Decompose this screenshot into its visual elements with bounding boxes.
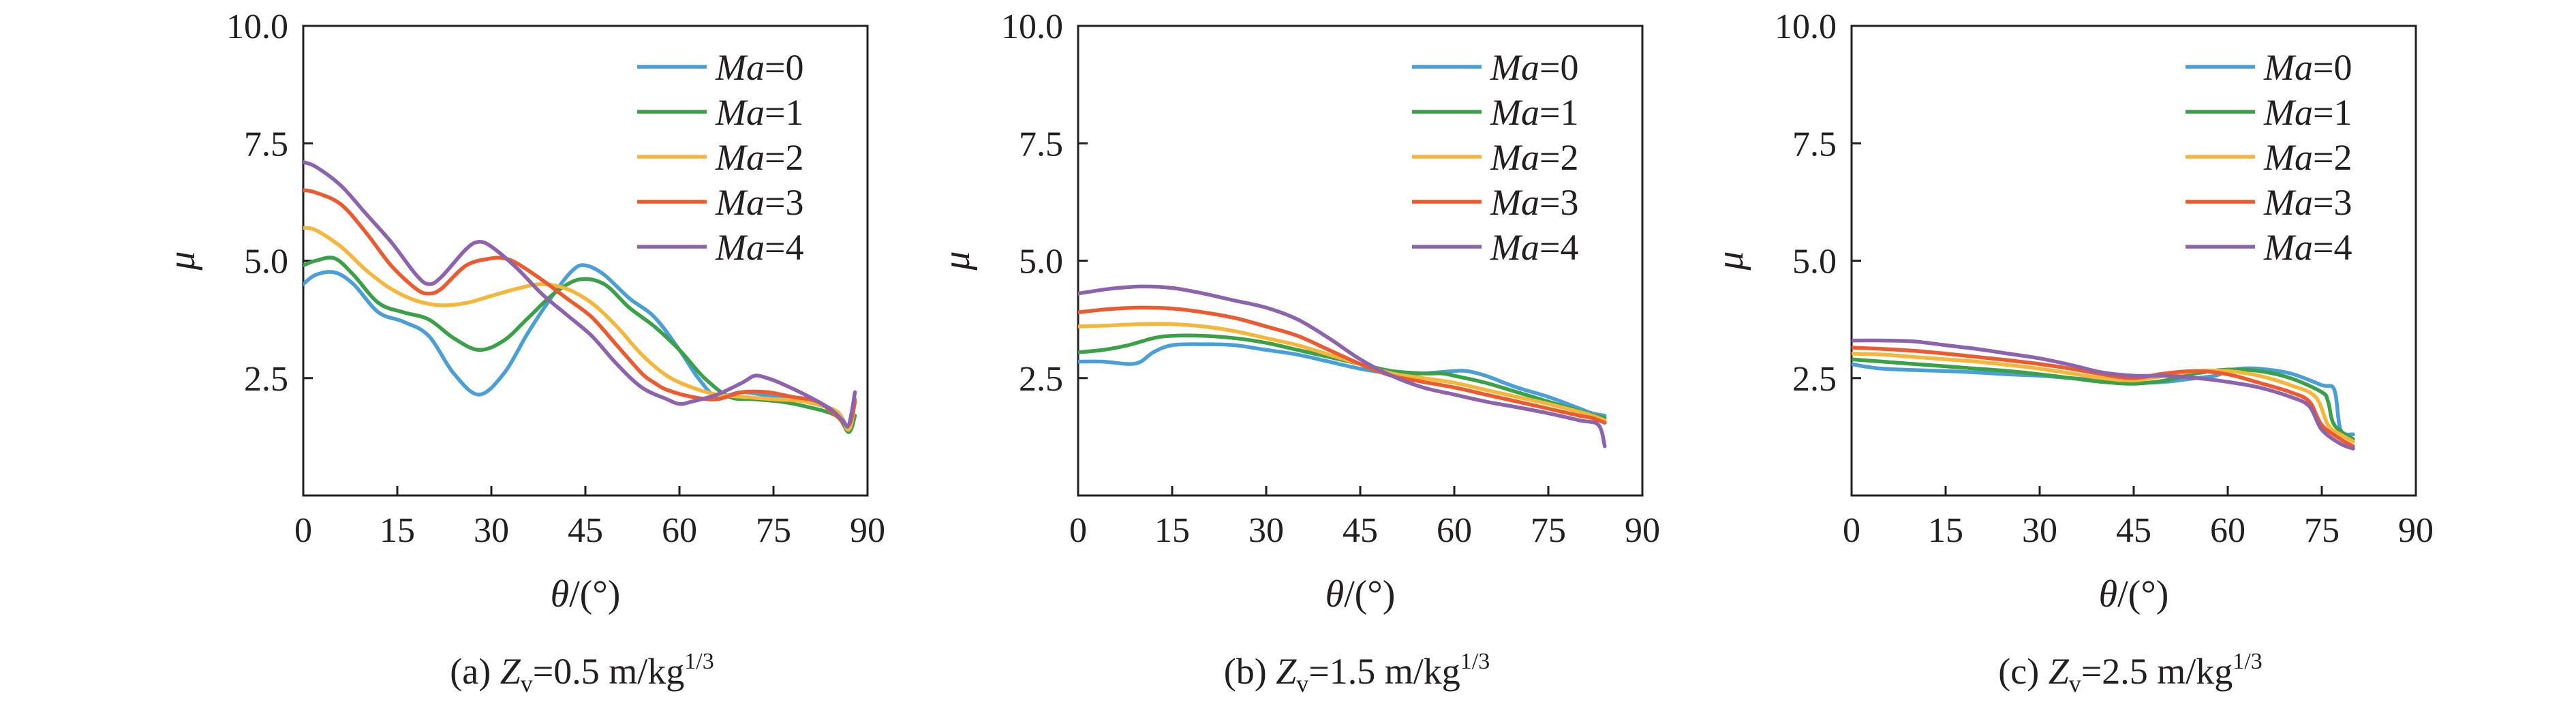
chart-panel-3: 0 15 30 45 60 75 90 2.5 5.0 7.5 10.0 θ/(°) μ Ma=0Ma=1… <box>1709 7 2434 697</box>
x-tick-label: 75 <box>2304 511 2340 550</box>
x-tick-label: 75 <box>1531 511 1566 550</box>
y-tick-label: 10.0 <box>1001 7 1063 46</box>
series-line-ma0 <box>1078 342 1607 418</box>
x-tick-label: 0 <box>1069 511 1087 550</box>
legend-entry: Ma=1 <box>715 92 803 133</box>
y-tick-label: 2.5 <box>244 360 288 399</box>
legend-entry: Ma=4 <box>2263 227 2352 268</box>
panel-caption: (c) Zv=2.5 m/kg1/3 <box>1998 649 2262 697</box>
series-group <box>303 160 857 434</box>
x-axis-label: θ/(°) <box>2099 573 2169 615</box>
x-axis-label: θ/(°) <box>551 573 621 615</box>
x-tick-label: 90 <box>1625 511 1660 550</box>
y-tick-label: 7.5 <box>1019 125 1063 164</box>
series-line-ma3 <box>303 188 857 427</box>
x-tick-label: 45 <box>2116 511 2151 550</box>
x-tick-label: 30 <box>474 511 509 550</box>
y-axis-label: μ <box>1709 251 1751 271</box>
y-axis-label: μ <box>161 251 203 271</box>
y-tick-label: 2.5 <box>1792 360 1837 399</box>
legend-entry: Ma=3 <box>715 182 803 223</box>
series-line-ma4 <box>1078 284 1607 448</box>
series-line-ma3 <box>1078 305 1607 425</box>
legend-entry: Ma=0 <box>1490 47 1578 88</box>
y-tick-label: 5.0 <box>1792 243 1837 281</box>
legend-entry: Ma=3 <box>2263 182 2352 223</box>
y-tick-label: 7.5 <box>244 125 288 164</box>
x-tick-label: 60 <box>2210 511 2245 550</box>
legend-entry: Ma=4 <box>1490 227 1578 268</box>
legend-entry: Ma=0 <box>2263 47 2352 88</box>
legend-entry: Ma=1 <box>2263 92 2352 133</box>
series-line-ma0 <box>303 263 857 429</box>
y-tick-label: 2.5 <box>1019 360 1063 399</box>
series-line-ma3 <box>1852 346 2355 448</box>
series-line-ma4 <box>303 160 857 429</box>
x-tick-label: 60 <box>1437 511 1472 550</box>
x-tick-label: 90 <box>850 511 885 550</box>
legend: Ma=0Ma=1Ma=2Ma=3Ma=4 <box>637 47 803 268</box>
panel-caption: (b) Zv=1.5 m/kg1/3 <box>1224 649 1490 697</box>
legend-entry: Ma=0 <box>715 47 803 88</box>
y-tick-label: 10.0 <box>1775 7 1837 46</box>
series-group <box>1852 338 2355 451</box>
x-tick-label: 75 <box>756 511 791 550</box>
x-tick-label: 0 <box>1843 511 1860 550</box>
x-axis-label: θ/(°) <box>1325 573 1396 615</box>
series-line-ma2 <box>1852 352 2355 444</box>
legend-entry: Ma=2 <box>1490 137 1578 178</box>
y-tick-label: 5.0 <box>244 243 288 281</box>
series-line-ma1 <box>1852 357 2355 442</box>
x-tick-label: 60 <box>662 511 697 550</box>
legend-entry: Ma=3 <box>1490 182 1578 223</box>
x-tick-label: 45 <box>1343 511 1378 550</box>
x-tick-label: 45 <box>568 511 603 550</box>
panel-caption: (a) Zv=0.5 m/kg1/3 <box>450 649 714 697</box>
series-line-ma1 <box>303 256 857 434</box>
series-line-ma2 <box>303 226 857 432</box>
x-tick-label: 0 <box>294 511 312 550</box>
y-tick-label: 5.0 <box>1019 243 1063 281</box>
x-tick-label: 90 <box>2398 511 2434 550</box>
legend: Ma=0Ma=1Ma=2Ma=3Ma=4 <box>2186 47 2352 268</box>
y-axis-label: μ <box>936 251 978 271</box>
legend: Ma=0Ma=1Ma=2Ma=3Ma=4 <box>1412 47 1578 268</box>
legend-entry: Ma=2 <box>2263 137 2352 178</box>
x-tick-label: 15 <box>380 511 415 550</box>
series-group <box>1078 284 1607 448</box>
y-tick-label: 10.0 <box>226 7 288 46</box>
x-tick-label: 15 <box>1154 511 1190 550</box>
chart-panel-2: 0 15 30 45 60 75 90 2.5 5.0 7.5 10.0 θ/(°) μ Ma=0Ma=1… <box>936 7 1660 697</box>
y-tick-label: 7.5 <box>1792 125 1837 164</box>
legend-entry: Ma=1 <box>1490 92 1578 133</box>
x-tick-label: 30 <box>2022 511 2057 550</box>
legend-entry: Ma=4 <box>715 227 803 268</box>
x-tick-label: 30 <box>1248 511 1284 550</box>
series-line-ma4 <box>1852 338 2355 451</box>
legend-entry: Ma=2 <box>715 137 803 178</box>
x-tick-label: 15 <box>1928 511 1963 550</box>
chart-panel-1: 0 15 30 45 60 75 90 2.5 5.0 7.5 10.0 θ/(°) μ Ma=0Ma=1… <box>161 7 885 697</box>
